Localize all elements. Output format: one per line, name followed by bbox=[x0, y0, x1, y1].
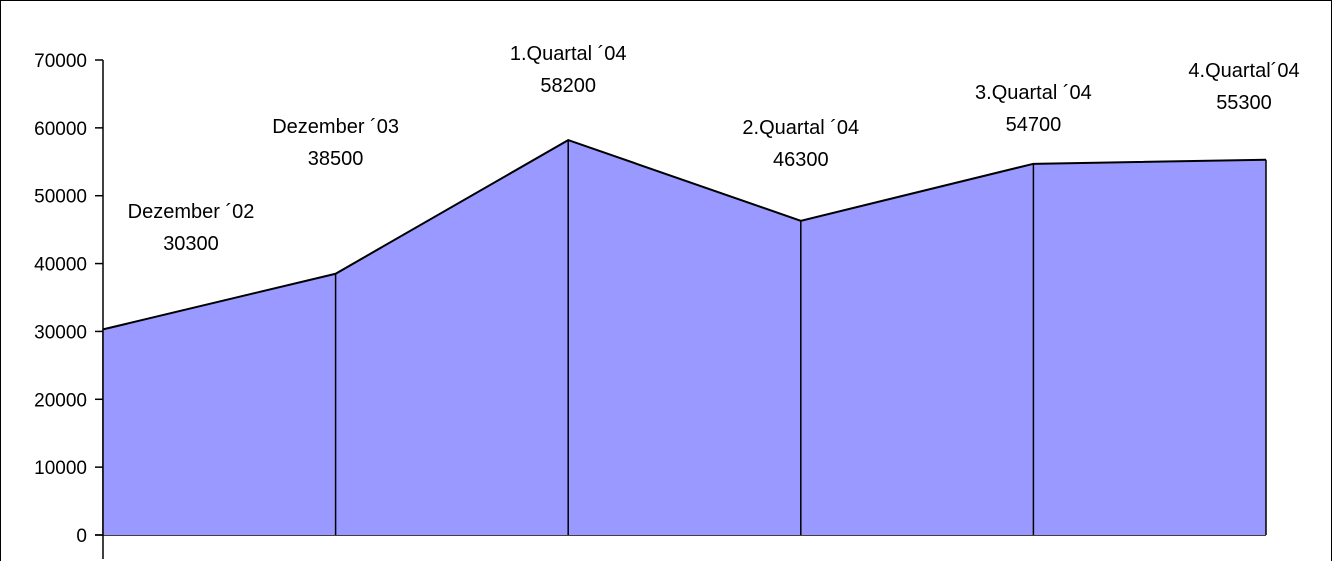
data-label-category: Dezember ´03 bbox=[272, 116, 399, 138]
data-label-category: 4.Quartal´04 bbox=[1188, 60, 1299, 82]
area-fill bbox=[103, 140, 1266, 536]
data-label-value: 55300 bbox=[1216, 92, 1272, 114]
y-tick-label: 70000 bbox=[34, 51, 87, 72]
data-label-category: 1.Quartal ´04 bbox=[510, 43, 627, 65]
data-label-category: 2.Quartal ´04 bbox=[742, 117, 859, 139]
data-label-value: 38500 bbox=[308, 148, 364, 170]
series-line bbox=[102, 138, 1267, 331]
y-tick-label: 0 bbox=[76, 526, 87, 547]
y-tick-label: 30000 bbox=[34, 322, 87, 343]
data-label-value: 30300 bbox=[163, 233, 219, 255]
y-tick-label: 40000 bbox=[34, 255, 87, 276]
data-labels: Dezember ´02 30300 Dezember ´03 38500 1.Quar… bbox=[128, 43, 1300, 255]
data-label-value: 58200 bbox=[540, 75, 596, 97]
data-label-category: 3.Quartal ´04 bbox=[975, 82, 1092, 104]
y-tick-label: 50000 bbox=[34, 187, 87, 208]
data-label-value: 54700 bbox=[1006, 114, 1062, 136]
data-label-category: Dezember ´02 bbox=[128, 201, 255, 223]
y-tick-label: 60000 bbox=[34, 119, 87, 140]
y-tick-label: 20000 bbox=[34, 390, 87, 411]
data-label-value: 46300 bbox=[773, 149, 829, 171]
plot-area bbox=[102, 138, 1267, 536]
y-tick-label: 10000 bbox=[34, 458, 87, 479]
